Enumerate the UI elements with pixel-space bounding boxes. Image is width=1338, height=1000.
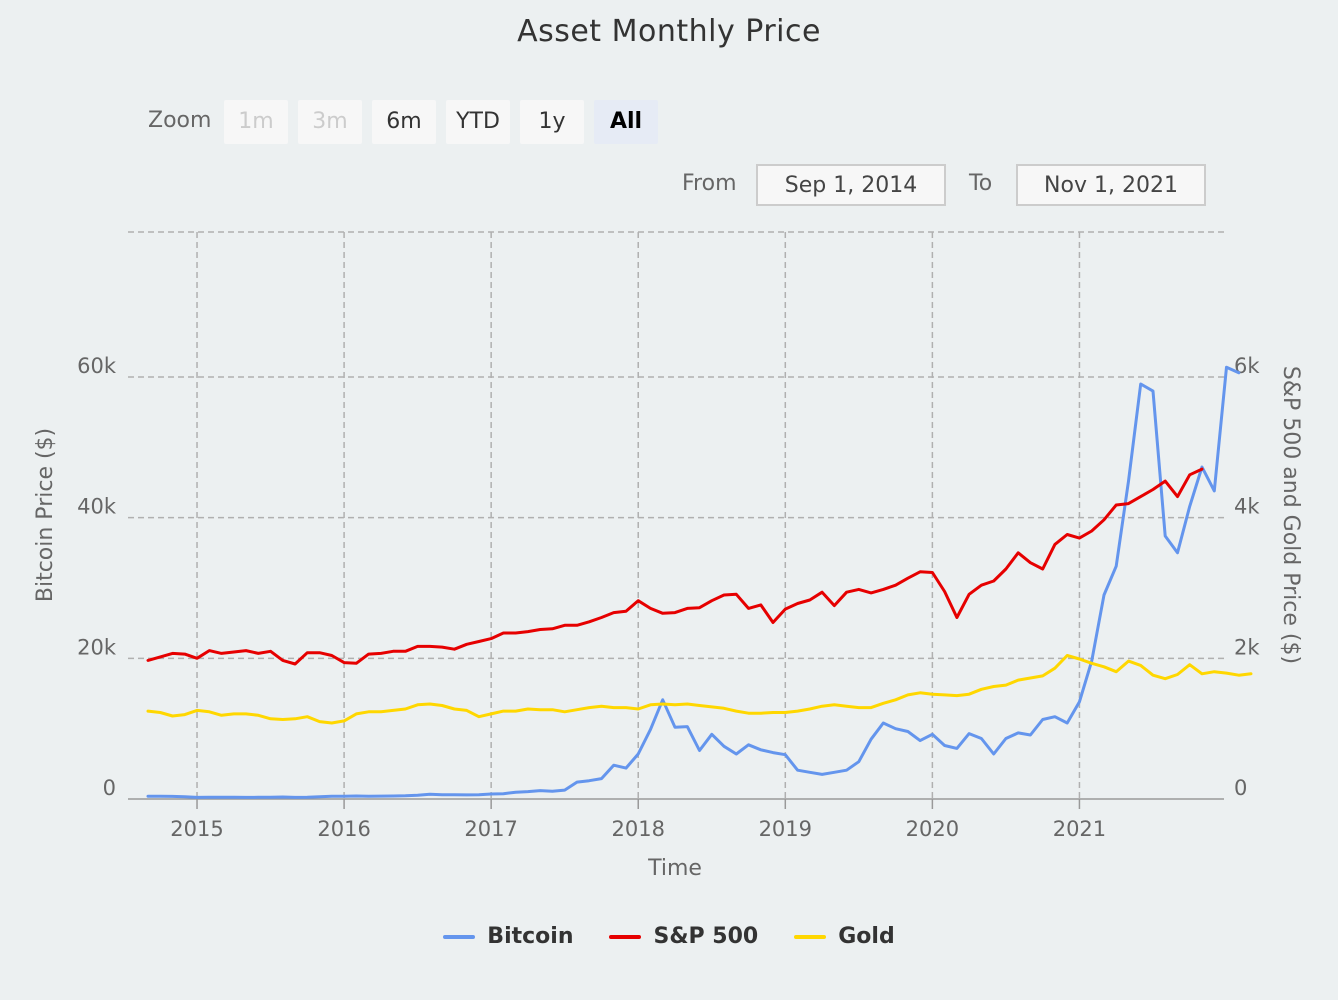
- series-line-sp500: [146, 467, 1204, 666]
- zoom-all-button[interactable]: All: [594, 100, 658, 144]
- x-tick-label: 2021: [1053, 817, 1106, 841]
- y-left-tick-label: 20k: [77, 635, 117, 659]
- y-left-axis-title: Bitcoin Price ($): [33, 428, 58, 602]
- legend: Bitcoin S&P 500 Gold: [0, 924, 1338, 949]
- sp500-swatch: [609, 934, 642, 939]
- x-tick-label: 2015: [170, 817, 223, 841]
- y-right-axis-title: S&P 500 and Gold Price ($): [1278, 366, 1303, 664]
- y-left-tick-label: 0: [103, 776, 116, 800]
- x-tick-label: 2019: [759, 817, 812, 841]
- from-label: From: [682, 171, 737, 196]
- x-tick-label: 2018: [612, 817, 665, 841]
- chart-title: Asset Monthly Price: [517, 14, 821, 49]
- x-tick-label: 2020: [906, 817, 959, 841]
- y-right-tick-label: 2k: [1234, 635, 1260, 659]
- x-axis-title: Time: [647, 856, 702, 881]
- legend-label-bitcoin: Bitcoin: [487, 924, 574, 949]
- series-line-bitcoin: [146, 365, 1241, 799]
- y-right-tick-label: 6k: [1234, 354, 1260, 378]
- legend-item-sp500[interactable]: S&P 500: [609, 924, 758, 949]
- y-right-tick-label: 0: [1234, 776, 1247, 800]
- from-date-input[interactable]: [756, 164, 946, 206]
- legend-label-gold: Gold: [838, 924, 895, 949]
- y-right-tick-label: 4k: [1234, 495, 1260, 519]
- y-left-tick-label: 60k: [77, 354, 117, 378]
- zoom-label: Zoom: [148, 108, 212, 133]
- gold-swatch: [794, 934, 827, 939]
- legend-item-gold[interactable]: Gold: [794, 924, 895, 949]
- to-date-input[interactable]: [1016, 164, 1206, 206]
- zoom-1y-button[interactable]: 1y: [520, 100, 584, 144]
- zoom-3m-button[interactable]: 3m: [298, 100, 362, 144]
- legend-label-sp500: S&P 500: [653, 924, 759, 949]
- bitcoin-swatch: [443, 934, 476, 939]
- to-label: To: [969, 171, 993, 196]
- zoom-ytd-button[interactable]: YTD: [446, 100, 510, 144]
- legend-item-bitcoin[interactable]: Bitcoin: [443, 924, 573, 949]
- x-tick-label: 2016: [317, 817, 370, 841]
- series-line-gold: [146, 654, 1253, 725]
- x-tick-label: 2017: [464, 817, 517, 841]
- y-left-tick-label: 40k: [77, 495, 117, 519]
- zoom-6m-button[interactable]: 6m: [372, 100, 436, 144]
- zoom-1m-button[interactable]: 1m: [224, 100, 288, 144]
